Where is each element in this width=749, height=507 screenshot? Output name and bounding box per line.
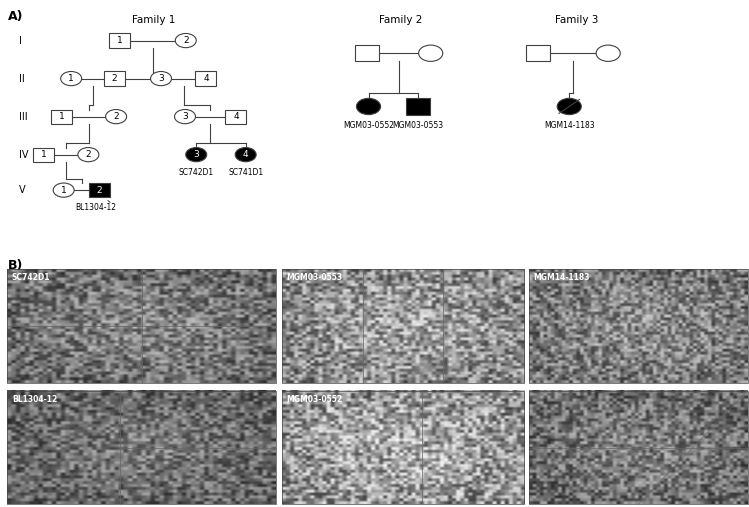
Bar bbox=[33, 148, 54, 162]
Bar bbox=[195, 71, 216, 86]
Text: MGM03-0552: MGM03-0552 bbox=[286, 394, 342, 404]
Text: MGM03-0552: MGM03-0552 bbox=[343, 121, 394, 130]
Text: 1: 1 bbox=[68, 74, 74, 83]
Text: V: V bbox=[19, 185, 25, 195]
Circle shape bbox=[419, 45, 443, 61]
Bar bbox=[282, 390, 524, 504]
Text: III: III bbox=[19, 112, 28, 122]
Circle shape bbox=[61, 71, 82, 86]
Circle shape bbox=[175, 33, 196, 48]
Text: 2: 2 bbox=[112, 74, 118, 83]
Text: 4: 4 bbox=[203, 74, 209, 83]
Text: Family 2: Family 2 bbox=[379, 15, 422, 25]
Bar bbox=[529, 269, 748, 382]
Text: II: II bbox=[19, 74, 25, 84]
Circle shape bbox=[596, 45, 620, 61]
Text: IV: IV bbox=[19, 150, 28, 160]
Text: Family 3: Family 3 bbox=[555, 15, 598, 25]
Text: 1: 1 bbox=[117, 36, 123, 45]
Circle shape bbox=[557, 98, 581, 115]
Bar bbox=[529, 390, 748, 504]
Circle shape bbox=[175, 110, 195, 124]
Circle shape bbox=[235, 148, 256, 162]
Text: BL1304-12: BL1304-12 bbox=[76, 203, 116, 212]
Text: MGM14-1183: MGM14-1183 bbox=[533, 273, 589, 282]
Bar bbox=[225, 110, 246, 124]
Text: BL1304-12: BL1304-12 bbox=[12, 394, 57, 404]
Bar bbox=[406, 98, 430, 115]
Bar bbox=[7, 269, 276, 382]
Text: B): B) bbox=[7, 259, 23, 272]
Text: 3: 3 bbox=[193, 150, 199, 159]
Circle shape bbox=[186, 148, 207, 162]
Text: 2: 2 bbox=[113, 112, 119, 121]
Circle shape bbox=[78, 148, 99, 162]
Text: 4: 4 bbox=[233, 112, 239, 121]
Bar bbox=[51, 110, 72, 124]
Text: 2: 2 bbox=[85, 150, 91, 159]
Text: SC742D1: SC742D1 bbox=[179, 168, 213, 177]
Circle shape bbox=[357, 98, 380, 115]
Text: MGM03-0553: MGM03-0553 bbox=[392, 121, 443, 130]
Text: 2: 2 bbox=[97, 186, 103, 195]
Bar bbox=[282, 269, 524, 382]
Text: 3: 3 bbox=[182, 112, 188, 121]
Circle shape bbox=[151, 71, 172, 86]
Text: 1: 1 bbox=[40, 150, 46, 159]
Text: MGM14-1183: MGM14-1183 bbox=[544, 121, 595, 130]
Bar bbox=[526, 45, 550, 61]
Text: I: I bbox=[19, 35, 22, 46]
Bar bbox=[104, 71, 125, 86]
Text: 2: 2 bbox=[183, 36, 189, 45]
Text: A): A) bbox=[7, 10, 23, 23]
Circle shape bbox=[53, 183, 74, 197]
Bar bbox=[7, 390, 276, 504]
Bar bbox=[355, 45, 379, 61]
Text: 1: 1 bbox=[61, 186, 67, 195]
Text: MGM03-0553: MGM03-0553 bbox=[286, 273, 342, 282]
Text: Family 1: Family 1 bbox=[132, 15, 175, 25]
Text: 3: 3 bbox=[158, 74, 164, 83]
Bar bbox=[109, 33, 130, 48]
Text: 1: 1 bbox=[58, 112, 64, 121]
Text: 4: 4 bbox=[243, 150, 249, 159]
Text: SC741D1: SC741D1 bbox=[228, 168, 263, 177]
Text: SC742D1: SC742D1 bbox=[12, 273, 50, 282]
Bar bbox=[89, 183, 110, 197]
Circle shape bbox=[106, 110, 127, 124]
